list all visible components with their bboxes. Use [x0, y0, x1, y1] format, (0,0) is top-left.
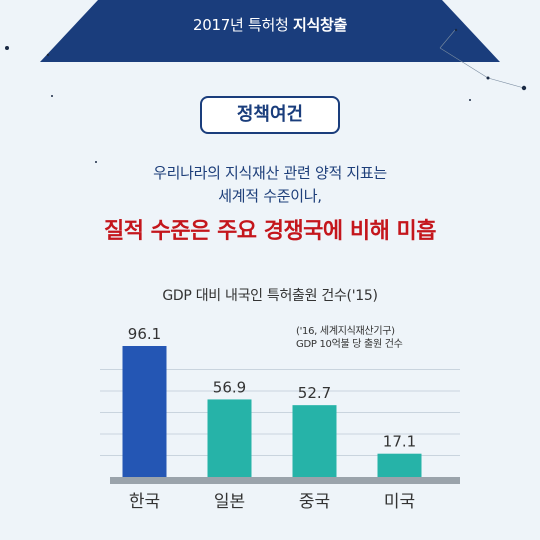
chart-source-note: ('16, 세계지식재산기구) — [296, 326, 395, 337]
banner-topic: 지식창출 — [292, 16, 347, 34]
value-label-1: 56.9 — [213, 378, 246, 396]
constellation-lines — [439, 29, 525, 89]
chart-unit-note: GDP 10억불 당 출원 건수 — [296, 339, 403, 350]
bar-0 — [122, 346, 167, 477]
bar-2 — [292, 405, 337, 477]
bar-1 — [207, 399, 252, 477]
title-banner — [40, 0, 500, 62]
category-label-1: 일본 — [214, 492, 245, 512]
bar-3 — [377, 453, 422, 477]
value-label-3: 17.1 — [383, 433, 416, 451]
star-decoration — [5, 28, 527, 163]
value-label-2: 52.7 — [298, 384, 331, 402]
headline: 질적 수준은 주요 경쟁국에 비해 미흡 — [104, 219, 436, 244]
star-dots — [5, 28, 527, 163]
baseline-bar — [110, 477, 460, 484]
section-label: 정책여건 — [200, 96, 340, 134]
chart-title: GDP 대비 내국인 특허출원 건수('15) — [162, 288, 378, 304]
category-label-3: 미국 — [384, 492, 415, 512]
subtitle-line-2: 세계적 수준이나, — [218, 187, 322, 205]
banner-shape — [40, 0, 500, 62]
banner-year-org: 2017년 특허청 — [193, 16, 289, 34]
banner-title: 2017년 특허청 지식창출 — [0, 14, 540, 35]
subtitle-line-1: 우리나라의 지식재산 관련 양적 지표는 — [153, 164, 387, 182]
category-label-2: 중국 — [299, 492, 330, 512]
category-label-0: 한국 — [129, 492, 160, 512]
value-label-0: 96.1 — [128, 325, 161, 343]
